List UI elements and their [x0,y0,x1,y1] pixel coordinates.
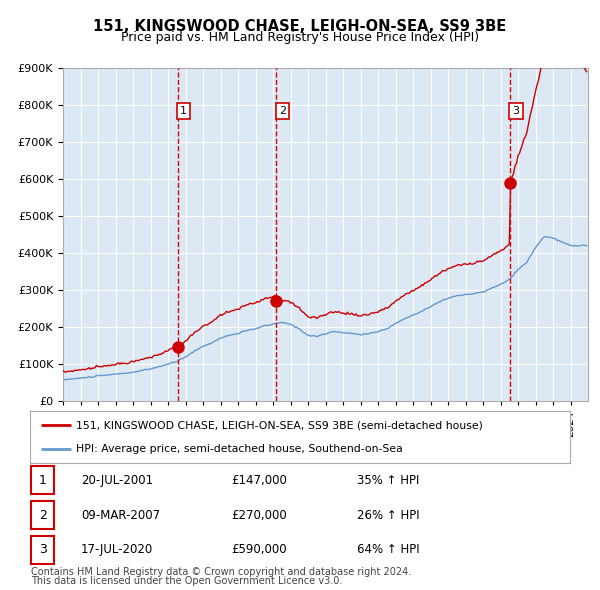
Text: Contains HM Land Registry data © Crown copyright and database right 2024.: Contains HM Land Registry data © Crown c… [31,567,412,577]
Text: £270,000: £270,000 [231,509,287,522]
Text: 64% ↑ HPI: 64% ↑ HPI [357,543,419,556]
Text: £590,000: £590,000 [231,543,287,556]
Text: 20-JUL-2001: 20-JUL-2001 [81,474,153,487]
Text: 1: 1 [38,474,47,487]
Text: 1: 1 [180,106,187,116]
Text: £147,000: £147,000 [231,474,287,487]
Text: 2: 2 [38,509,47,522]
Text: 09-MAR-2007: 09-MAR-2007 [81,509,160,522]
Text: 35% ↑ HPI: 35% ↑ HPI [357,474,419,487]
Text: 151, KINGSWOOD CHASE, LEIGH-ON-SEA, SS9 3BE: 151, KINGSWOOD CHASE, LEIGH-ON-SEA, SS9 … [94,19,506,34]
Text: 17-JUL-2020: 17-JUL-2020 [81,543,153,556]
Text: 151, KINGSWOOD CHASE, LEIGH-ON-SEA, SS9 3BE (semi-detached house): 151, KINGSWOOD CHASE, LEIGH-ON-SEA, SS9 … [76,420,483,430]
Text: Price paid vs. HM Land Registry's House Price Index (HPI): Price paid vs. HM Land Registry's House … [121,31,479,44]
Text: This data is licensed under the Open Government Licence v3.0.: This data is licensed under the Open Gov… [31,576,343,586]
Text: 26% ↑ HPI: 26% ↑ HPI [357,509,419,522]
Text: 2: 2 [279,106,286,116]
Text: HPI: Average price, semi-detached house, Southend-on-Sea: HPI: Average price, semi-detached house,… [76,444,403,454]
Text: 3: 3 [512,106,520,116]
Text: 3: 3 [38,543,47,556]
